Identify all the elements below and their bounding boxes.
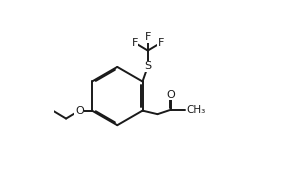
Text: F: F — [145, 32, 151, 42]
Text: O: O — [75, 106, 84, 116]
Text: F: F — [158, 38, 164, 48]
Text: O: O — [166, 90, 175, 100]
Text: F: F — [131, 38, 138, 48]
Text: S: S — [144, 61, 151, 72]
Text: CH₃: CH₃ — [186, 105, 205, 115]
